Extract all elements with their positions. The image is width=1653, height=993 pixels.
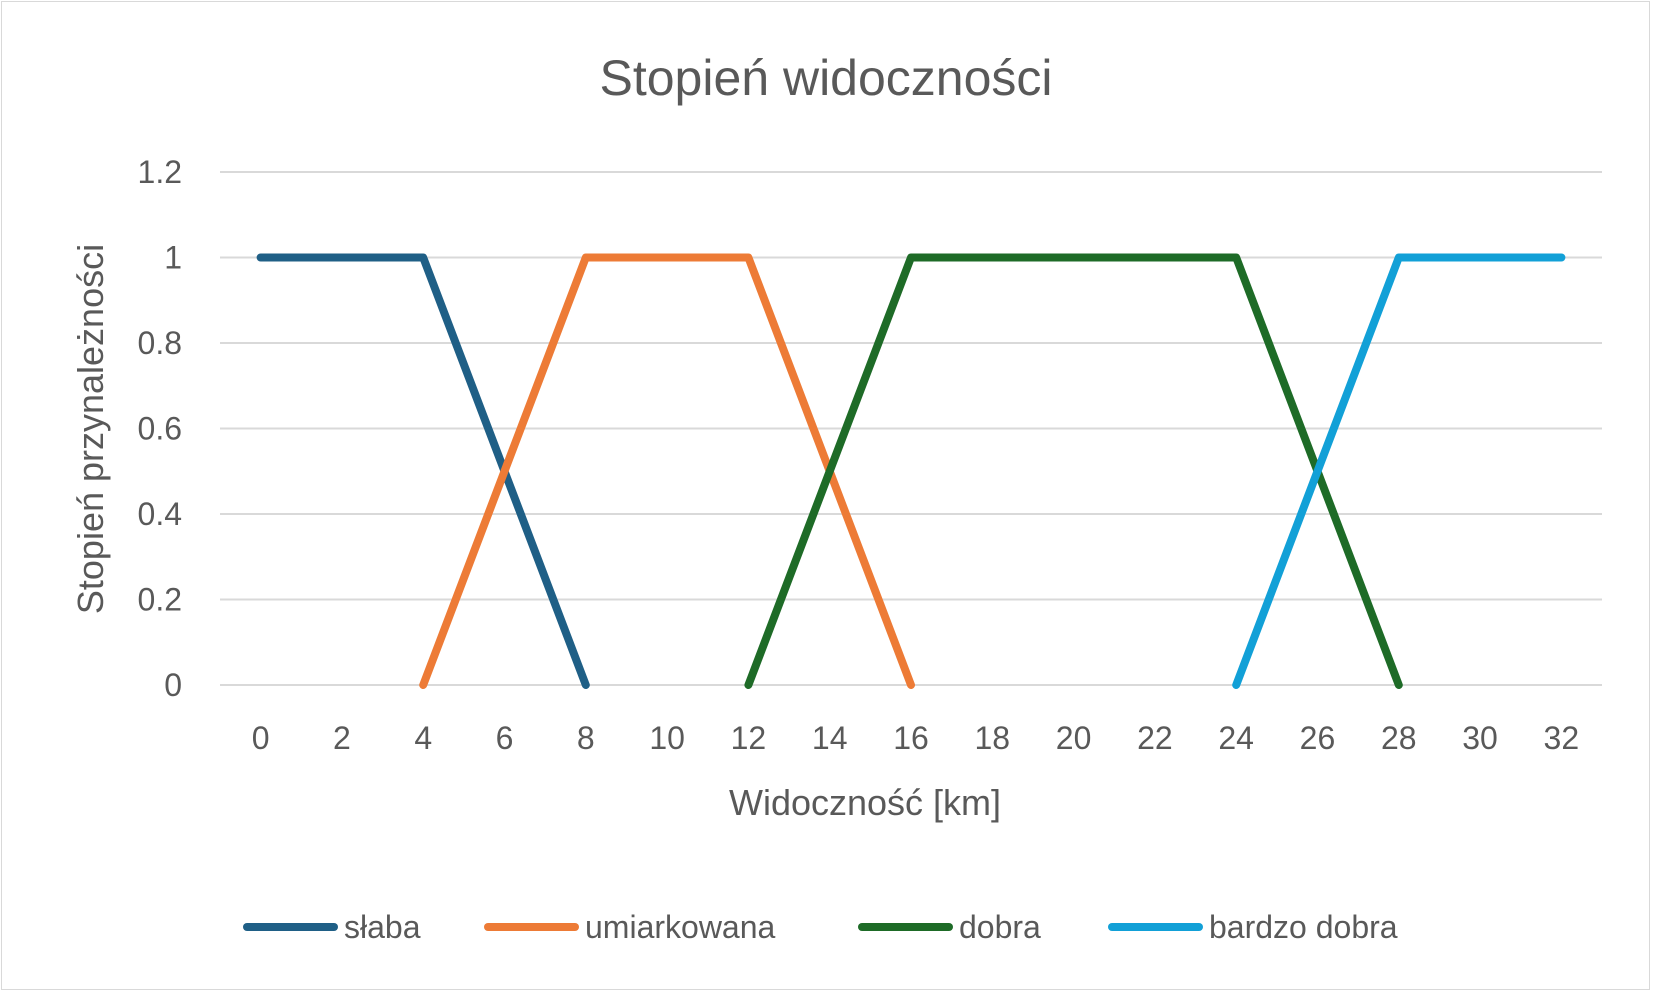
x-tick-label: 10 — [649, 720, 685, 756]
gridlines — [220, 171, 1602, 686]
x-tick-label: 22 — [1137, 720, 1173, 756]
x-tick-label: 2 — [333, 720, 351, 756]
x-tick-label: 24 — [1218, 720, 1254, 756]
series-line-umiarkowana — [419, 253, 915, 689]
y-tick-label: 1.2 — [138, 154, 182, 190]
y-axis-ticks: 0 0.2 0.4 0.6 0.8 1 1.2 — [138, 154, 182, 703]
y-tick-label: 0.4 — [138, 496, 182, 532]
x-axis-title: Widoczność [km] — [729, 782, 1001, 823]
legend-label-dobra: dobra — [959, 909, 1041, 945]
x-tick-label: 18 — [974, 720, 1010, 756]
x-tick-label: 6 — [496, 720, 514, 756]
x-tick-label: 20 — [1056, 720, 1092, 756]
x-tick-label: 4 — [414, 720, 432, 756]
legend-label-słaba: słaba — [344, 909, 421, 945]
legend-label-umiarkowana: umiarkowana — [585, 909, 776, 945]
legend: słaba umiarkowana dobra bardzo dobra — [243, 909, 1398, 945]
x-tick-label: 28 — [1381, 720, 1417, 756]
series-line-dobra — [744, 253, 1403, 689]
x-tick-label: 12 — [731, 720, 767, 756]
series-line-słaba — [256, 253, 590, 689]
series-line-bardzo-dobra — [1232, 253, 1566, 689]
chart-title: Stopień widoczności — [599, 50, 1052, 106]
y-tick-label: 0.6 — [138, 411, 182, 447]
x-tick-label: 0 — [252, 720, 270, 756]
y-tick-label: 0.8 — [138, 325, 182, 361]
series-lines — [256, 253, 1566, 689]
x-tick-label: 32 — [1544, 720, 1580, 756]
y-tick-label: 1 — [164, 240, 182, 276]
y-tick-label: 0 — [164, 667, 182, 703]
x-tick-label: 26 — [1300, 720, 1336, 756]
legend-label-bardzo-dobra: bardzo dobra — [1209, 909, 1398, 945]
x-tick-label: 16 — [893, 720, 929, 756]
x-axis-ticks: 0 2 4 6 8 10 12 14 16 18 20 22 24 26 28 30 32 — [252, 720, 1579, 756]
x-tick-label: 30 — [1462, 720, 1498, 756]
x-tick-label: 14 — [812, 720, 848, 756]
x-tick-label: 8 — [577, 720, 595, 756]
y-axis-title: Stopień przynależności — [70, 244, 111, 614]
y-tick-label: 0.2 — [138, 582, 182, 618]
